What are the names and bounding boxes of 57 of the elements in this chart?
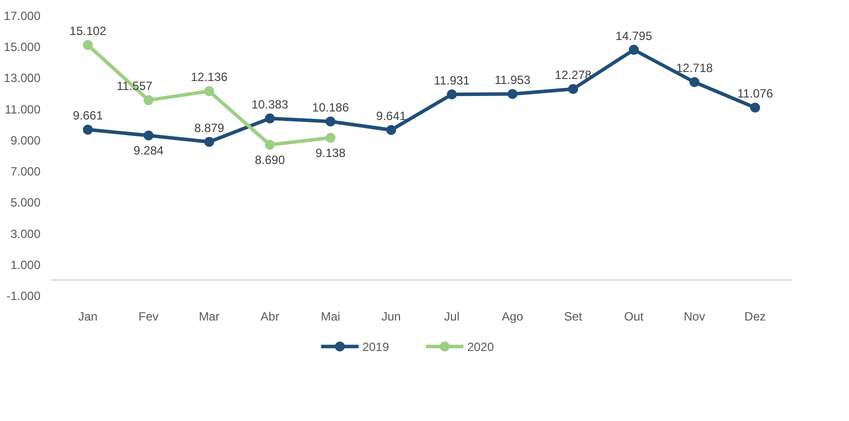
point <box>264 113 275 124</box>
data-label: 14.795 <box>615 28 652 43</box>
y-tick-label: 17.000 <box>4 9 41 23</box>
point <box>82 124 93 135</box>
x-tick-label: Mar <box>198 310 220 324</box>
data-label: 10.383 <box>252 97 289 112</box>
data-label: 12.136 <box>190 70 228 84</box>
y-tick-label: 9.000 <box>10 133 41 148</box>
x-tick-label: Dez <box>744 310 766 324</box>
y-tick-label: 3.000 <box>10 226 41 241</box>
point <box>628 44 639 55</box>
x-tick-label: Ago <box>502 310 524 324</box>
point <box>750 102 760 113</box>
data-label: 10.186 <box>312 100 350 114</box>
x-tick-label: Jan <box>78 310 98 324</box>
point <box>326 116 336 126</box>
point <box>82 40 93 50</box>
point <box>326 132 336 143</box>
x-tick-label: Jun <box>382 310 401 324</box>
y-tick-label: 15.000 <box>4 40 41 54</box>
point <box>144 130 154 141</box>
point <box>386 124 396 135</box>
x-tick-label: Mai <box>320 310 340 324</box>
legend-label: 2019 <box>362 340 390 354</box>
x-tick-label: Fev <box>138 310 159 324</box>
point <box>144 95 154 106</box>
data-label: 9.641 <box>376 108 407 123</box>
data-label: 15.102 <box>70 24 107 38</box>
point <box>264 140 275 150</box>
y-tick-label: 1.000 <box>10 258 41 272</box>
x-tick-label: Nov <box>684 310 706 324</box>
x-tick-label: Out <box>624 310 644 324</box>
legend-label: 2020 <box>467 340 494 354</box>
point <box>446 89 457 100</box>
data-label: 8.879 <box>194 120 225 135</box>
y-tick-label: -1.000 <box>6 289 41 303</box>
data-label: 9.284 <box>134 144 164 158</box>
point <box>507 89 518 99</box>
y-tick-label: 5.000 <box>10 196 41 210</box>
data-label: 11.076 <box>737 86 774 101</box>
y-tick-label: 13.000 <box>4 71 41 86</box>
point <box>568 84 578 94</box>
data-label: 11.953 <box>494 73 531 88</box>
data-label: 11.931 <box>434 73 470 88</box>
y-tick-label: 7.000 <box>10 164 41 179</box>
point <box>689 77 700 88</box>
x-tick-label: Set <box>564 310 583 324</box>
data-label: 9.661 <box>72 108 104 123</box>
x-tick-label: Jul <box>444 310 460 324</box>
point <box>204 86 214 96</box>
y-tick-label: 11.000 <box>4 102 41 116</box>
data-label: 12.278 <box>554 68 592 82</box>
data-label: 9.138 <box>316 146 346 160</box>
point <box>204 136 214 147</box>
data-label: 8.690 <box>254 152 286 167</box>
data-label: 12.718 <box>676 61 714 76</box>
x-tick-label: Abr <box>260 310 280 324</box>
